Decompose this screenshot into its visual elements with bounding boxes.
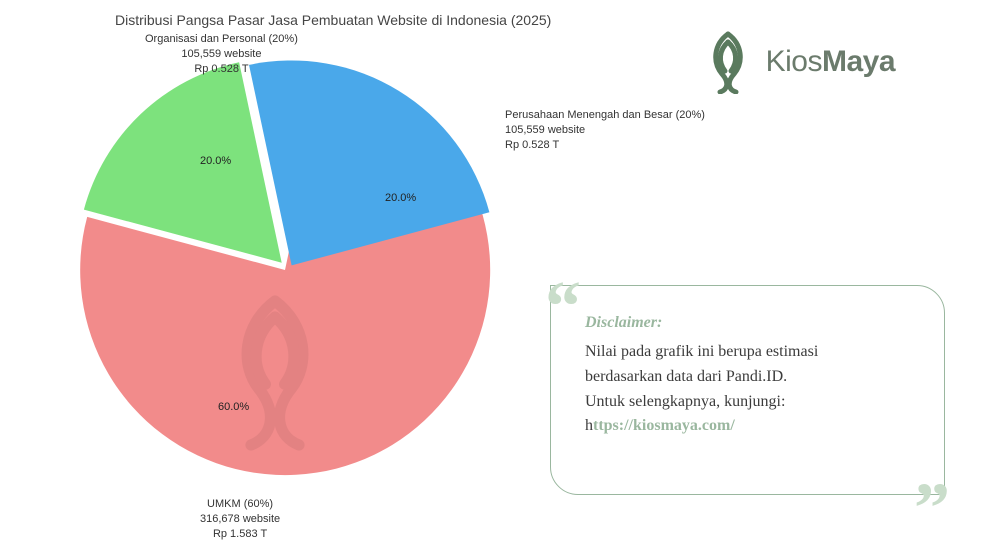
open-quote-icon: “ [545,288,581,324]
pct-menengah-besar: 20.0% [385,192,416,204]
label-line: 316,678 website [200,512,280,527]
label-line: UMKM (60%) [200,497,280,512]
label-line: Rp 0.528 T [145,62,298,77]
disclaimer-box: “ Disclaimer: Nilai pada grafik ini beru… [550,285,945,495]
brand-name: KiosMaya [766,45,895,79]
brand-name-thin: Kios [766,45,822,78]
disclaimer-line: Untuk selengkapnya, kunjungi: [585,393,785,410]
disclaimer-line: berdasarkan data dari Pandi.ID. [585,368,787,385]
label-line: 105,559 website [505,123,705,138]
label-line: Perusahaan Menengah dan Besar (20%) [505,108,705,123]
label-org-personal: Organisasi dan Personal (20%) 105,559 we… [145,32,298,77]
pct-org-personal: 20.0% [200,155,231,167]
disclaimer-line: Nilai pada grafik ini berupa estimasi [585,343,818,360]
label-line: Organisasi dan Personal (20%) [145,32,298,47]
close-quote-icon: ” [914,490,950,526]
disclaimer-title: Disclaimer: [585,314,914,332]
kiosmaya-icon [700,30,756,94]
label-menengah-besar: Perusahaan Menengah dan Besar (20%) 105,… [505,108,705,153]
pie-chart [75,60,495,480]
label-line: Rp 1.583 T [200,527,280,542]
brand-name-bold: Maya [822,45,895,78]
brand-logo: KiosMaya [700,30,895,94]
disclaimer-link-prefix: h [585,417,593,434]
label-line: Rp 0.528 T [505,138,705,153]
chart-title: Distribusi Pangsa Pasar Jasa Pembuatan W… [115,12,551,28]
pct-umkm: 60.0% [218,401,249,413]
label-line: 105,559 website [145,47,298,62]
disclaimer-link[interactable]: ttps://kiosmaya.com/ [593,417,735,434]
disclaimer-body: Nilai pada grafik ini berupa estimasi be… [585,340,914,439]
label-umkm: UMKM (60%) 316,678 website Rp 1.583 T [200,497,280,542]
